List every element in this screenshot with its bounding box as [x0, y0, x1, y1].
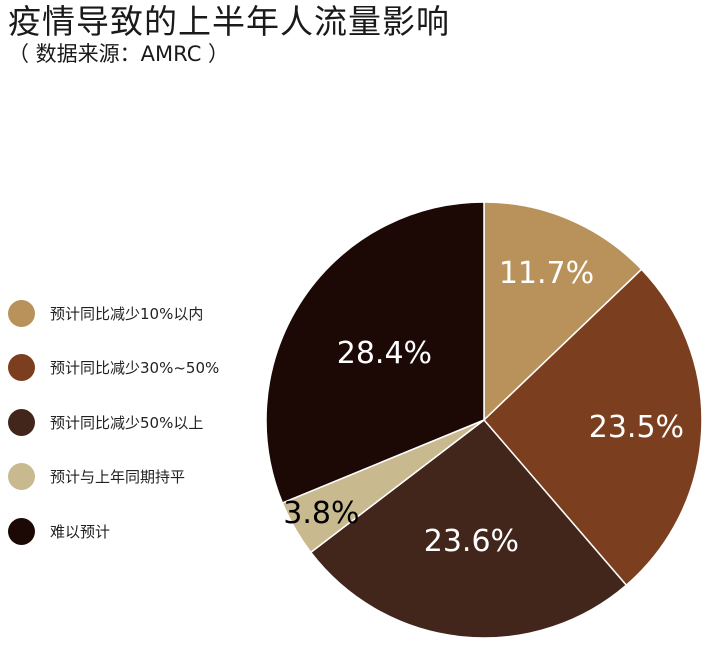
- legend-item: 预计与上年同期持平: [8, 462, 268, 492]
- legend-swatch: [8, 408, 35, 436]
- slice-label: 3.8%: [283, 496, 359, 531]
- legend-label: 预计与上年同期持平: [50, 468, 186, 486]
- legend-item: 难以预计: [8, 516, 268, 546]
- legend-label: 预计同比减少50%以上: [50, 413, 204, 432]
- chart-legend: 预计同比减少10%以内 预计同比减少30%~50% 预计同比减少50%以上 预计与上年…: [8, 298, 268, 571]
- slice-label: 28.4%: [337, 336, 432, 371]
- legend-label: 预计同比减少10%以内: [50, 304, 204, 323]
- legend-swatch: [8, 354, 35, 381]
- legend-swatch: [8, 299, 35, 327]
- legend-swatch: [8, 517, 35, 545]
- legend-item: 预计同比减少10%以内: [8, 298, 268, 328]
- chart-subtitle: （ 数据来源：AMRC ）: [8, 42, 230, 66]
- pie-slice: [482, 268, 703, 587]
- slice-label: 11.7%: [499, 256, 594, 291]
- pie-slice: [265, 201, 485, 504]
- legend-label: 预计同比减少30%~50%: [50, 359, 220, 377]
- legend-swatch: [8, 463, 35, 490]
- legend-label: 难以预计: [50, 522, 111, 541]
- pie-slice: [309, 418, 628, 639]
- legend-item: 预计同比减少50%以上: [8, 407, 268, 437]
- slice-label: 23.6%: [424, 524, 519, 559]
- legend-item: 预计同比减少30%~50%: [8, 353, 268, 383]
- slice-label: 23.5%: [589, 410, 684, 445]
- pie-slice: [483, 201, 643, 422]
- chart-title: 疫情导致的上半年人流量影响: [8, 2, 450, 41]
